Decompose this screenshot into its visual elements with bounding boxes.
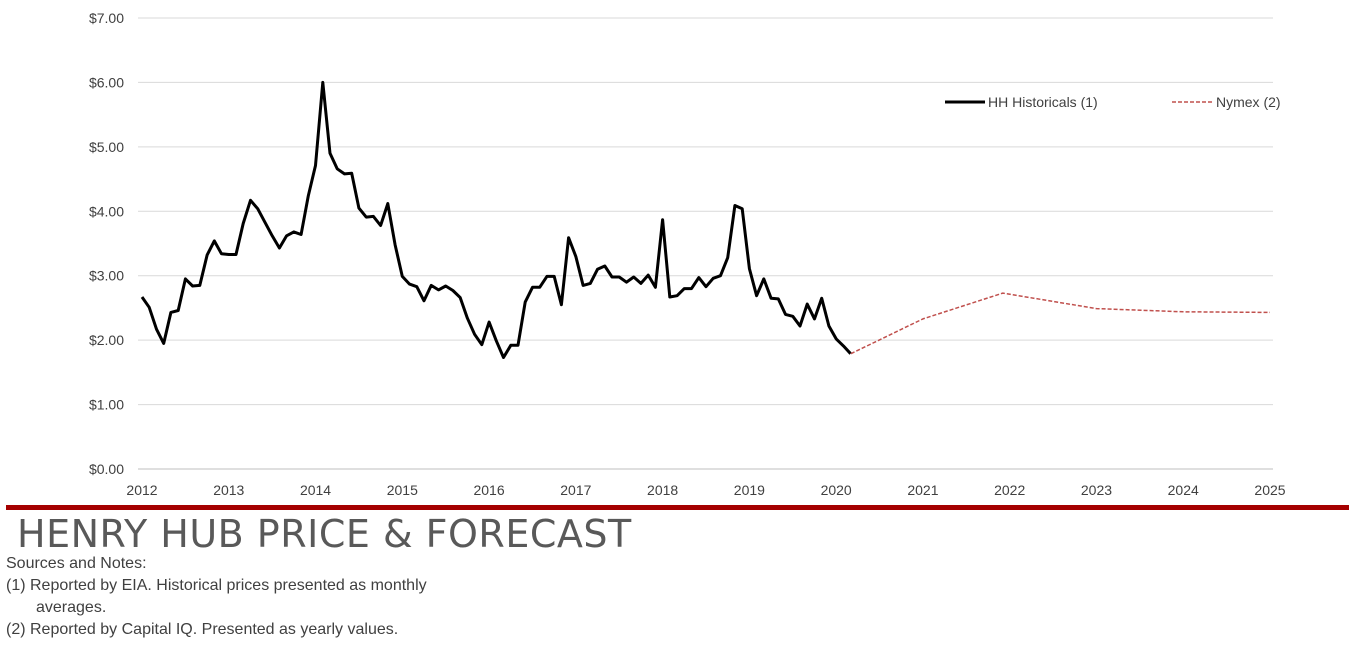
y-tick-label: $3.00 xyxy=(89,268,124,284)
notes-heading: Sources and Notes: xyxy=(6,555,147,572)
x-tick-label: 2024 xyxy=(1168,482,1199,498)
x-tick-label: 2012 xyxy=(126,482,157,498)
y-tick-label: $6.00 xyxy=(89,74,124,90)
y-tick-label: $0.00 xyxy=(89,461,124,477)
series-lines xyxy=(140,80,1271,359)
x-axis-ticks: 2012 2013 2014 2015 2016 2017 2018 2019 2020 2021… xyxy=(126,482,1285,498)
legend: HH Historicals (1) Nymex (2) xyxy=(945,94,1281,110)
x-tick-label: 2013 xyxy=(213,482,244,498)
x-tick-label: 2020 xyxy=(821,482,852,498)
x-tick-label: 2014 xyxy=(300,482,331,498)
x-tick-label: 2023 xyxy=(1081,482,1112,498)
y-axis-ticks: $0.00 $1.00 $2.00 $3.00 $4.00 $5.00 $6.00 $7.00 xyxy=(89,10,124,477)
x-tick-label: 2015 xyxy=(387,482,418,498)
x-tick-label: 2021 xyxy=(907,482,938,498)
x-tick-label: 2025 xyxy=(1254,482,1285,498)
x-tick-label: 2017 xyxy=(560,482,591,498)
series-line-nymex xyxy=(850,292,1271,355)
legend-label: HH Historicals (1) xyxy=(988,94,1098,110)
y-tick-label: $7.00 xyxy=(89,10,124,26)
y-tick-label: $2.00 xyxy=(89,332,124,348)
series-line-hh-historicals xyxy=(140,80,852,359)
note-1-line-1: (1) Reported by EIA. Historical prices p… xyxy=(6,577,427,594)
x-tick-label: 2018 xyxy=(647,482,678,498)
legend-label: Nymex (2) xyxy=(1216,94,1281,110)
y-tick-label: $5.00 xyxy=(89,139,124,155)
page-title: HENRY HUB PRICE & FORECAST xyxy=(17,512,632,556)
x-tick-label: 2016 xyxy=(473,482,504,498)
x-tick-label: 2019 xyxy=(734,482,765,498)
note-2: (2) Reported by Capital IQ. Presented as… xyxy=(6,621,399,638)
red-divider-bar xyxy=(6,505,1349,510)
gridlines xyxy=(138,17,1273,470)
x-tick-label: 2022 xyxy=(994,482,1025,498)
price-chart: $0.00 $1.00 $2.00 $3.00 $4.00 $5.00 $6.00 $7.00… xyxy=(89,10,1286,498)
y-tick-label: $4.00 xyxy=(89,203,124,219)
note-1-line-2: averages. xyxy=(36,599,107,616)
y-tick-label: $1.00 xyxy=(89,397,124,413)
sources-notes: Sources and Notes: (1) Reported by EIA. … xyxy=(6,553,427,641)
